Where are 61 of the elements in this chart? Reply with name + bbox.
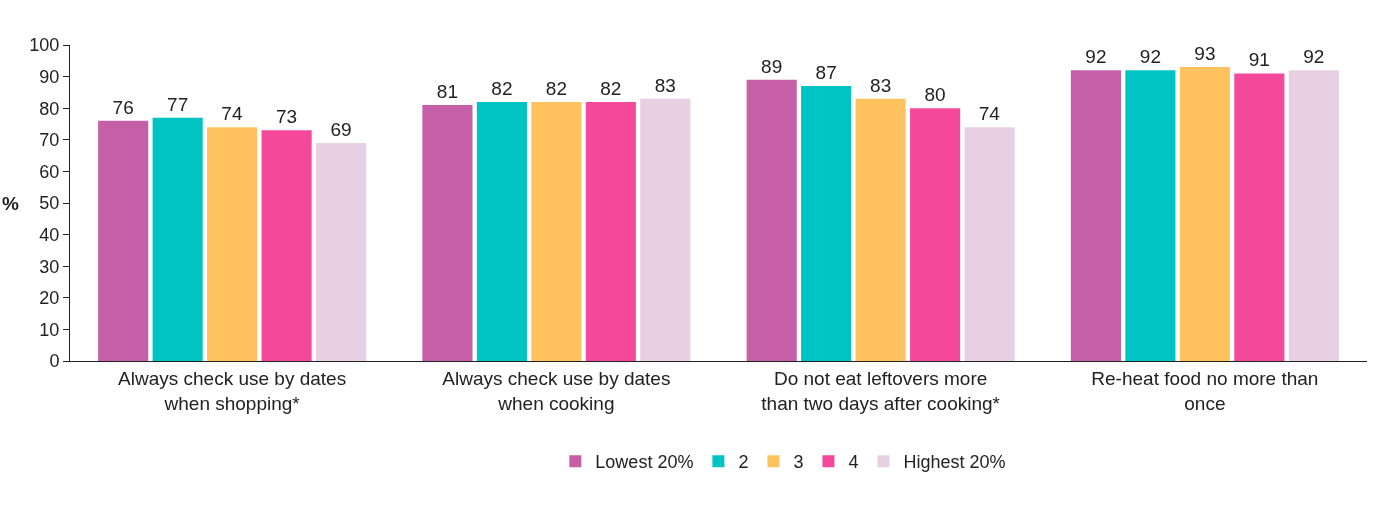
bar xyxy=(855,98,906,361)
legend-label: 2 xyxy=(738,452,749,473)
data-label: 73 xyxy=(276,106,298,128)
data-label: 83 xyxy=(870,74,892,96)
y-tick-label: 10 xyxy=(39,319,60,340)
data-label: 92 xyxy=(1303,46,1325,68)
data-label: 77 xyxy=(167,93,189,115)
legend-label: 3 xyxy=(793,452,804,473)
y-tick-label: 80 xyxy=(39,98,60,119)
data-label: 91 xyxy=(1248,49,1270,71)
bar xyxy=(316,142,367,361)
y-tick-label: 70 xyxy=(39,130,60,151)
bar xyxy=(422,105,473,361)
y-tick-label: 60 xyxy=(39,161,60,182)
data-label: 93 xyxy=(1194,43,1216,65)
bar xyxy=(476,101,527,361)
bar xyxy=(1070,70,1121,361)
data-label: 89 xyxy=(761,55,783,77)
data-label: 83 xyxy=(654,74,676,96)
x-tick-label: Do not eat leftovers more than two days after cooking* xyxy=(761,367,1001,414)
data-label: 92 xyxy=(1085,46,1107,68)
data-label: 82 xyxy=(545,77,567,99)
bar xyxy=(1234,73,1285,361)
data-label: 81 xyxy=(436,81,458,103)
legend-label: Highest 20% xyxy=(903,452,1006,473)
y-tick-label: 30 xyxy=(39,256,60,277)
data-label: 74 xyxy=(221,103,243,125)
x-tick-label: Always check use by dates when shopping* xyxy=(118,367,347,414)
data-label: 82 xyxy=(600,77,622,99)
y-axis-title: % xyxy=(2,193,19,214)
bar xyxy=(261,130,312,361)
y-tick-label: 100 xyxy=(29,35,60,56)
bar xyxy=(1179,67,1230,361)
x-tick-label: Re-heat food no more than once xyxy=(1091,367,1319,414)
bar xyxy=(801,86,852,361)
y-tick-label: 20 xyxy=(39,288,60,309)
bar xyxy=(964,127,1015,361)
bar xyxy=(910,108,961,361)
data-label: 74 xyxy=(978,103,1001,125)
legend-label: Lowest 20% xyxy=(595,452,694,473)
bar xyxy=(152,117,203,361)
bar xyxy=(207,127,258,361)
bar xyxy=(585,101,636,361)
data-label: 76 xyxy=(112,96,134,118)
data-label: 80 xyxy=(924,84,946,106)
data-label: 87 xyxy=(815,62,837,84)
y-tick-label: 40 xyxy=(39,224,60,245)
x-tick-label: Always check use by dates when cooking xyxy=(442,367,671,414)
bar xyxy=(1288,70,1339,361)
y-tick-label: 0 xyxy=(49,351,60,372)
data-label: 92 xyxy=(1139,46,1161,68)
y-tick-label: 50 xyxy=(39,193,60,214)
legend-label: 4 xyxy=(848,452,859,473)
bar xyxy=(1125,70,1176,361)
data-label: 69 xyxy=(330,118,352,140)
bar xyxy=(746,79,797,361)
bar xyxy=(531,101,582,361)
data-label: 82 xyxy=(491,77,513,99)
bar xyxy=(640,98,691,361)
bar xyxy=(98,120,149,361)
y-tick-label: 90 xyxy=(39,66,60,87)
